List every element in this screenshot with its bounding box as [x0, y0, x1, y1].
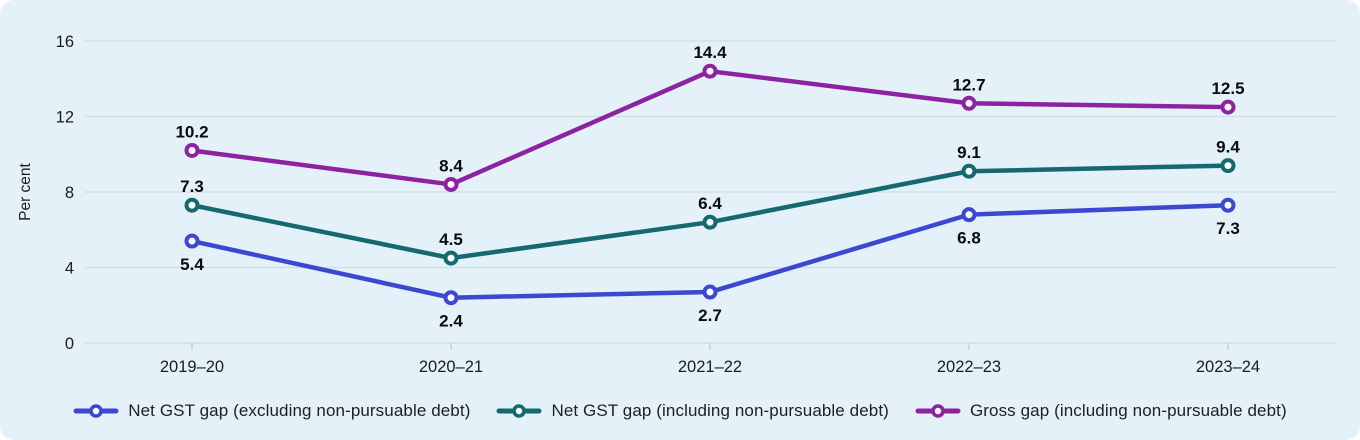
- x-tick-label: 2019–20: [160, 358, 224, 376]
- y-tick-label: 16: [56, 33, 74, 51]
- data-point-marker: [1220, 99, 1236, 115]
- chart-legend: Net GST gap (excluding non-pursuable deb…: [0, 388, 1360, 434]
- data-label: 4.5: [439, 230, 463, 249]
- data-label: 5.4: [180, 255, 204, 274]
- data-point-marker: [702, 214, 718, 230]
- data-point-marker: [702, 284, 718, 300]
- x-tick-label: 2021–22: [678, 358, 742, 376]
- data-point-marker: [184, 233, 200, 249]
- legend-label: Net GST gap (excluding non-pursuable deb…: [128, 401, 471, 420]
- y-tick-label: 8: [65, 184, 74, 202]
- data-point-marker: [443, 176, 459, 192]
- data-point-marker: [184, 197, 200, 213]
- data-label: 14.4: [693, 43, 727, 62]
- data-label: 8.4: [439, 156, 463, 175]
- data-point-marker: [184, 142, 200, 158]
- data-point-marker: [1220, 197, 1236, 213]
- legend-marker-line-circle-icon: [496, 404, 542, 418]
- data-point-marker: [443, 250, 459, 266]
- legend-item-net-gst-gap-excluding: Net GST gap (excluding non-pursuable deb…: [73, 401, 470, 421]
- data-label: 6.8: [957, 229, 981, 248]
- data-label: 2.7: [698, 306, 722, 325]
- legend-label: Net GST gap (including non-pursuable deb…: [551, 401, 889, 420]
- data-label: 6.4: [698, 194, 722, 213]
- y-tick-label: 4: [65, 260, 74, 278]
- data-label: 10.2: [175, 122, 208, 141]
- data-point-marker: [1220, 158, 1236, 174]
- x-tick-label: 2023–24: [1196, 358, 1260, 376]
- data-label: 12.5: [1211, 79, 1244, 98]
- data-label: 12.7: [952, 75, 985, 94]
- data-point-marker: [961, 207, 977, 223]
- data-point-marker: [961, 163, 977, 179]
- data-point-marker: [443, 290, 459, 306]
- chart-canvas: 0 4 8 12 16 2019–20 2020–21 2021–22 2022–23 2023–…: [17, 33, 1336, 376]
- legend-item-net-gst-gap-including: Net GST gap (including non-pursuable deb…: [496, 401, 889, 421]
- legend-marker-line-circle-icon: [73, 404, 119, 418]
- data-label: 7.3: [180, 177, 204, 196]
- legend-marker-line-circle-icon: [915, 404, 961, 418]
- data-label: 9.4: [1216, 138, 1240, 157]
- data-point-marker: [961, 95, 977, 111]
- y-tick-label: 12: [56, 109, 74, 127]
- x-tick-label: 2020–21: [419, 358, 483, 376]
- data-label: 7.3: [1216, 219, 1240, 238]
- y-tick-label: 0: [65, 335, 74, 353]
- data-point-marker: [702, 63, 718, 79]
- line-chart: 0 4 8 12 16 2019–20 2020–21 2021–22 2022–23 2023–…: [17, 33, 1336, 376]
- legend-item-gross-gap-including: Gross gap (including non-pursuable debt): [915, 401, 1287, 421]
- x-tick-label: 2022–23: [937, 358, 1001, 376]
- data-label: 9.1: [957, 143, 981, 162]
- y-axis-title: Per cent: [17, 162, 34, 220]
- data-label: 2.4: [439, 312, 463, 331]
- legend-label: Gross gap (including non-pursuable debt): [969, 401, 1287, 420]
